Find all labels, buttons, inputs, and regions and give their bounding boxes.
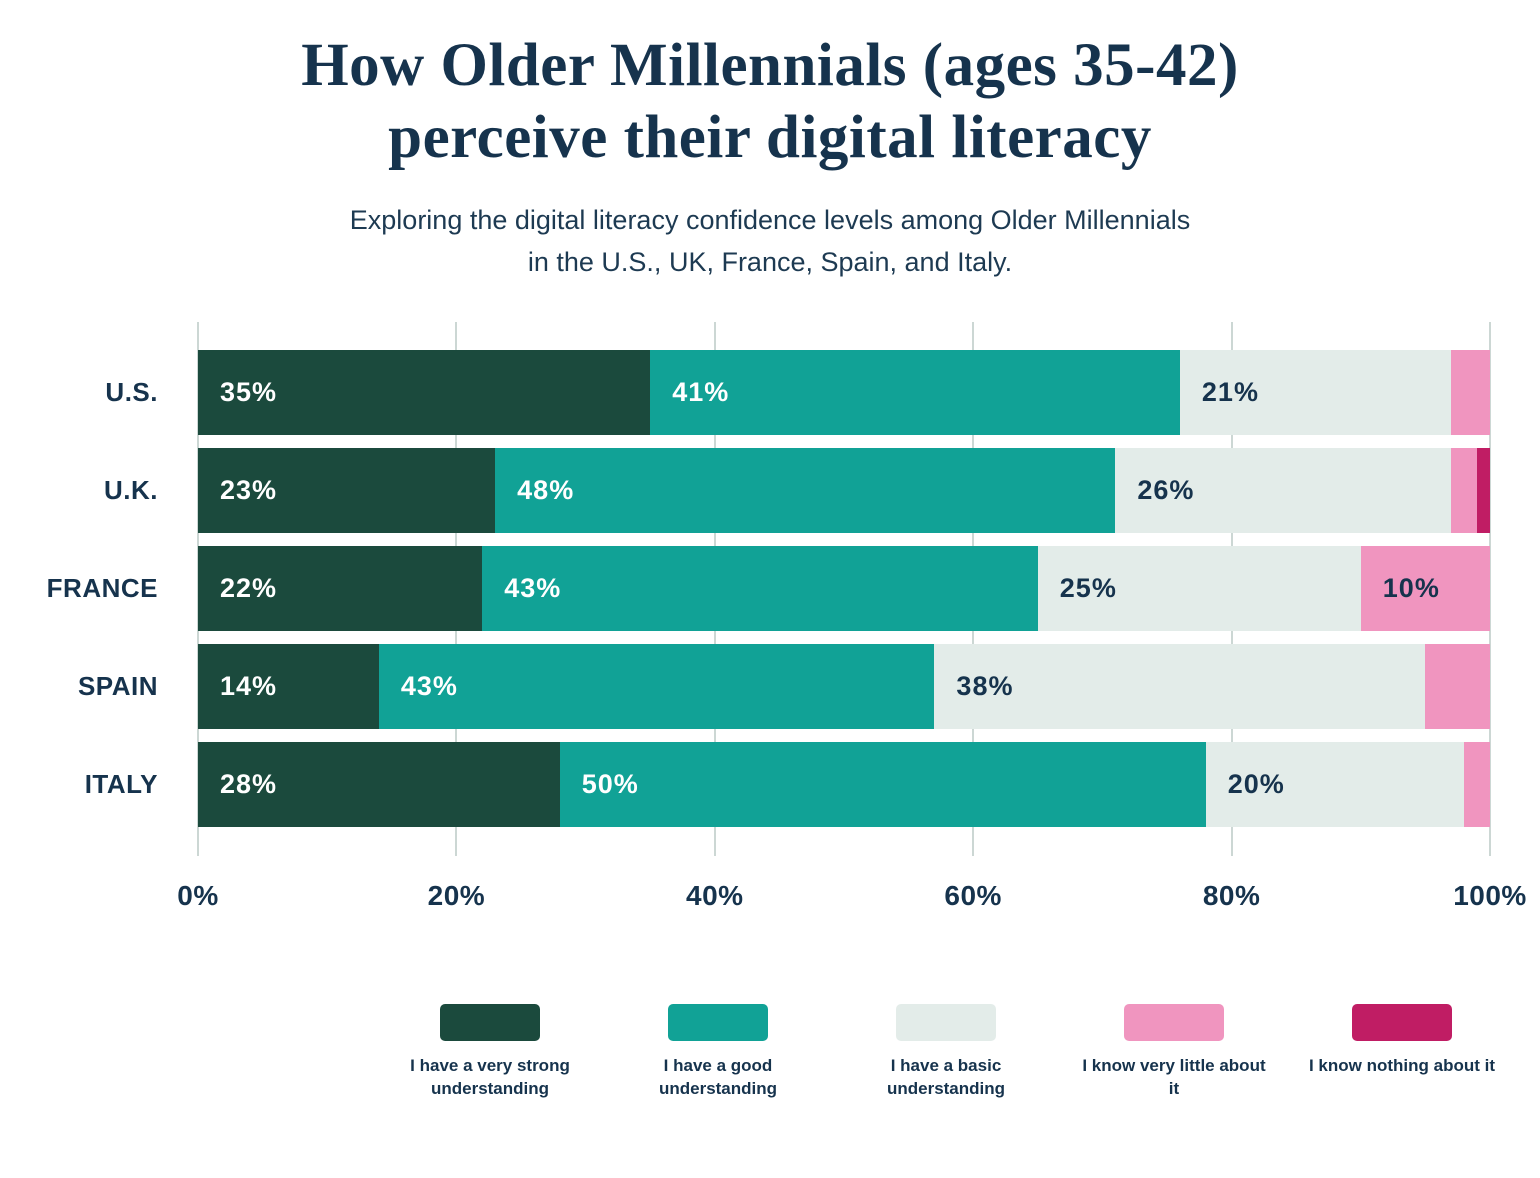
stacked-bar: 14% 43% 38% (198, 644, 1490, 730)
row-label: U.S. (105, 377, 158, 408)
bar-segment: 22% (198, 546, 483, 632)
bar-segment: 23% (198, 448, 496, 534)
legend-item: I know nothing about it (1297, 1003, 1507, 1101)
bar-segment-value: 48% (517, 475, 575, 506)
stacked-bar: 22% 43% 25% 10% (198, 546, 1490, 632)
bar-segment-value: 25% (1059, 573, 1117, 604)
bar-segment-value: 35% (220, 377, 278, 408)
bar-segment-value: 38% (956, 671, 1014, 702)
bar-segment: 21% (1179, 350, 1452, 436)
stacked-bar-chart: U.S. U.K. FRANCE SPAIN ITALY 35% 41% 21% 23% 48%… (0, 321, 1526, 926)
bar-row: 22% 43% 25% 10% (198, 540, 1490, 638)
legend-item: I have a very strong understanding (385, 1003, 595, 1101)
x-axis-tick: 20% (427, 879, 486, 911)
row-label: SPAIN (77, 671, 158, 702)
x-axis-tick: 60% (944, 879, 1002, 911)
x-axis-tick: 100% (1453, 879, 1527, 911)
bar-segment (1451, 350, 1490, 436)
bar-segment (1464, 742, 1490, 828)
chart-subtitle: Exploring the digital literacy confidenc… (0, 200, 1540, 284)
gridline (1489, 321, 1491, 856)
bar-segment-value: 20% (1227, 769, 1285, 800)
legend-swatch (440, 1003, 540, 1041)
legend-swatch (668, 1003, 768, 1041)
bar-segment (1477, 448, 1490, 534)
bar-segment: 14% (198, 644, 379, 730)
chart-title-line2: perceive their digital literacy (388, 103, 1152, 171)
x-axis-tick: 80% (1202, 879, 1261, 911)
bar-segment-value: 10% (1382, 573, 1440, 604)
legend-item: I know very little about it (1069, 1003, 1279, 1101)
row-label: FRANCE (46, 573, 158, 604)
bar-segment-value: 41% (672, 377, 730, 408)
bar-segment: 38% (934, 644, 1426, 730)
legend-swatch (1124, 1003, 1224, 1041)
legend: I have a very strong understanding I have… (385, 1003, 1507, 1101)
legend-swatch (896, 1003, 996, 1041)
bar-row: 14% 43% 38% (198, 638, 1490, 736)
chart-title-line1: How Older Millennials (ages 35-42) (301, 32, 1239, 99)
plot-area: 35% 41% 21% 23% 48% 26% 22% 43% 25% 10% 14% 43% 38% 2… (197, 321, 1491, 856)
legend-label: I have a good understanding (658, 1055, 778, 1098)
bar-row: 28% 50% 20% (198, 736, 1490, 834)
bar-segment: 43% (482, 546, 1038, 632)
stacked-bar: 23% 48% 26% (198, 448, 1490, 534)
bar-segment: 35% (198, 350, 651, 436)
bar-segment (1425, 644, 1490, 730)
x-axis-tick: 0% (177, 879, 219, 911)
bar-segment: 50% (559, 742, 1206, 828)
bar-segment: 48% (495, 448, 1116, 534)
legend-swatch (1352, 1003, 1452, 1041)
bar-segment: 20% (1205, 742, 1465, 828)
row-label: U.K. (104, 475, 158, 506)
bar-segment-value: 23% (220, 475, 278, 506)
bar-segment: 28% (198, 742, 560, 828)
bar-segment-value: 21% (1201, 377, 1259, 408)
bar-segment: 25% (1037, 546, 1361, 632)
bar-segment: 41% (650, 350, 1180, 436)
bar-segment-value: 43% (400, 671, 458, 702)
legend-item: I have a basic understanding (841, 1003, 1051, 1101)
bar-segment: 26% (1115, 448, 1452, 534)
y-axis-labels: U.S. U.K. FRANCE SPAIN ITALY (0, 322, 198, 856)
bar-segment-value: 50% (581, 769, 639, 800)
legend-label: I know nothing about it (1308, 1055, 1496, 1075)
legend-label: I know very little about it (1082, 1055, 1266, 1098)
x-axis: 0% 20% 40% 60% 80% 100% (177, 856, 1526, 926)
bar-row: 23% 48% 26% (198, 442, 1490, 540)
bar-segment: 10% (1360, 546, 1490, 632)
stacked-bar: 35% 41% 21% (198, 350, 1490, 436)
chart-subtitle-line1: Exploring the digital literacy confidenc… (349, 204, 1191, 235)
bar-segment: 43% (378, 644, 935, 730)
row-label: ITALY (84, 769, 158, 800)
x-axis-tick: 40% (686, 879, 744, 911)
bar-segment-value: 28% (220, 769, 278, 800)
bar-segment (1451, 448, 1478, 534)
stacked-bar: 28% 50% 20% (198, 742, 1490, 828)
bar-segment-value: 22% (220, 573, 278, 604)
legend-label: I have a basic understanding (886, 1055, 1006, 1098)
legend-item: I have a good understanding (613, 1003, 823, 1101)
chart-subtitle-line2: in the U.S., UK, France, Spain, and Ital… (527, 246, 1013, 277)
bar-row: 35% 41% 21% (198, 344, 1490, 442)
bar-segment-value: 14% (220, 671, 278, 702)
bar-segment-value: 43% (504, 573, 562, 604)
bar-segment-value: 26% (1137, 475, 1195, 506)
legend-label: I have a very strong understanding (410, 1055, 570, 1098)
chart-title: How Older Millennials (ages 35-42) perce… (0, 0, 1540, 174)
